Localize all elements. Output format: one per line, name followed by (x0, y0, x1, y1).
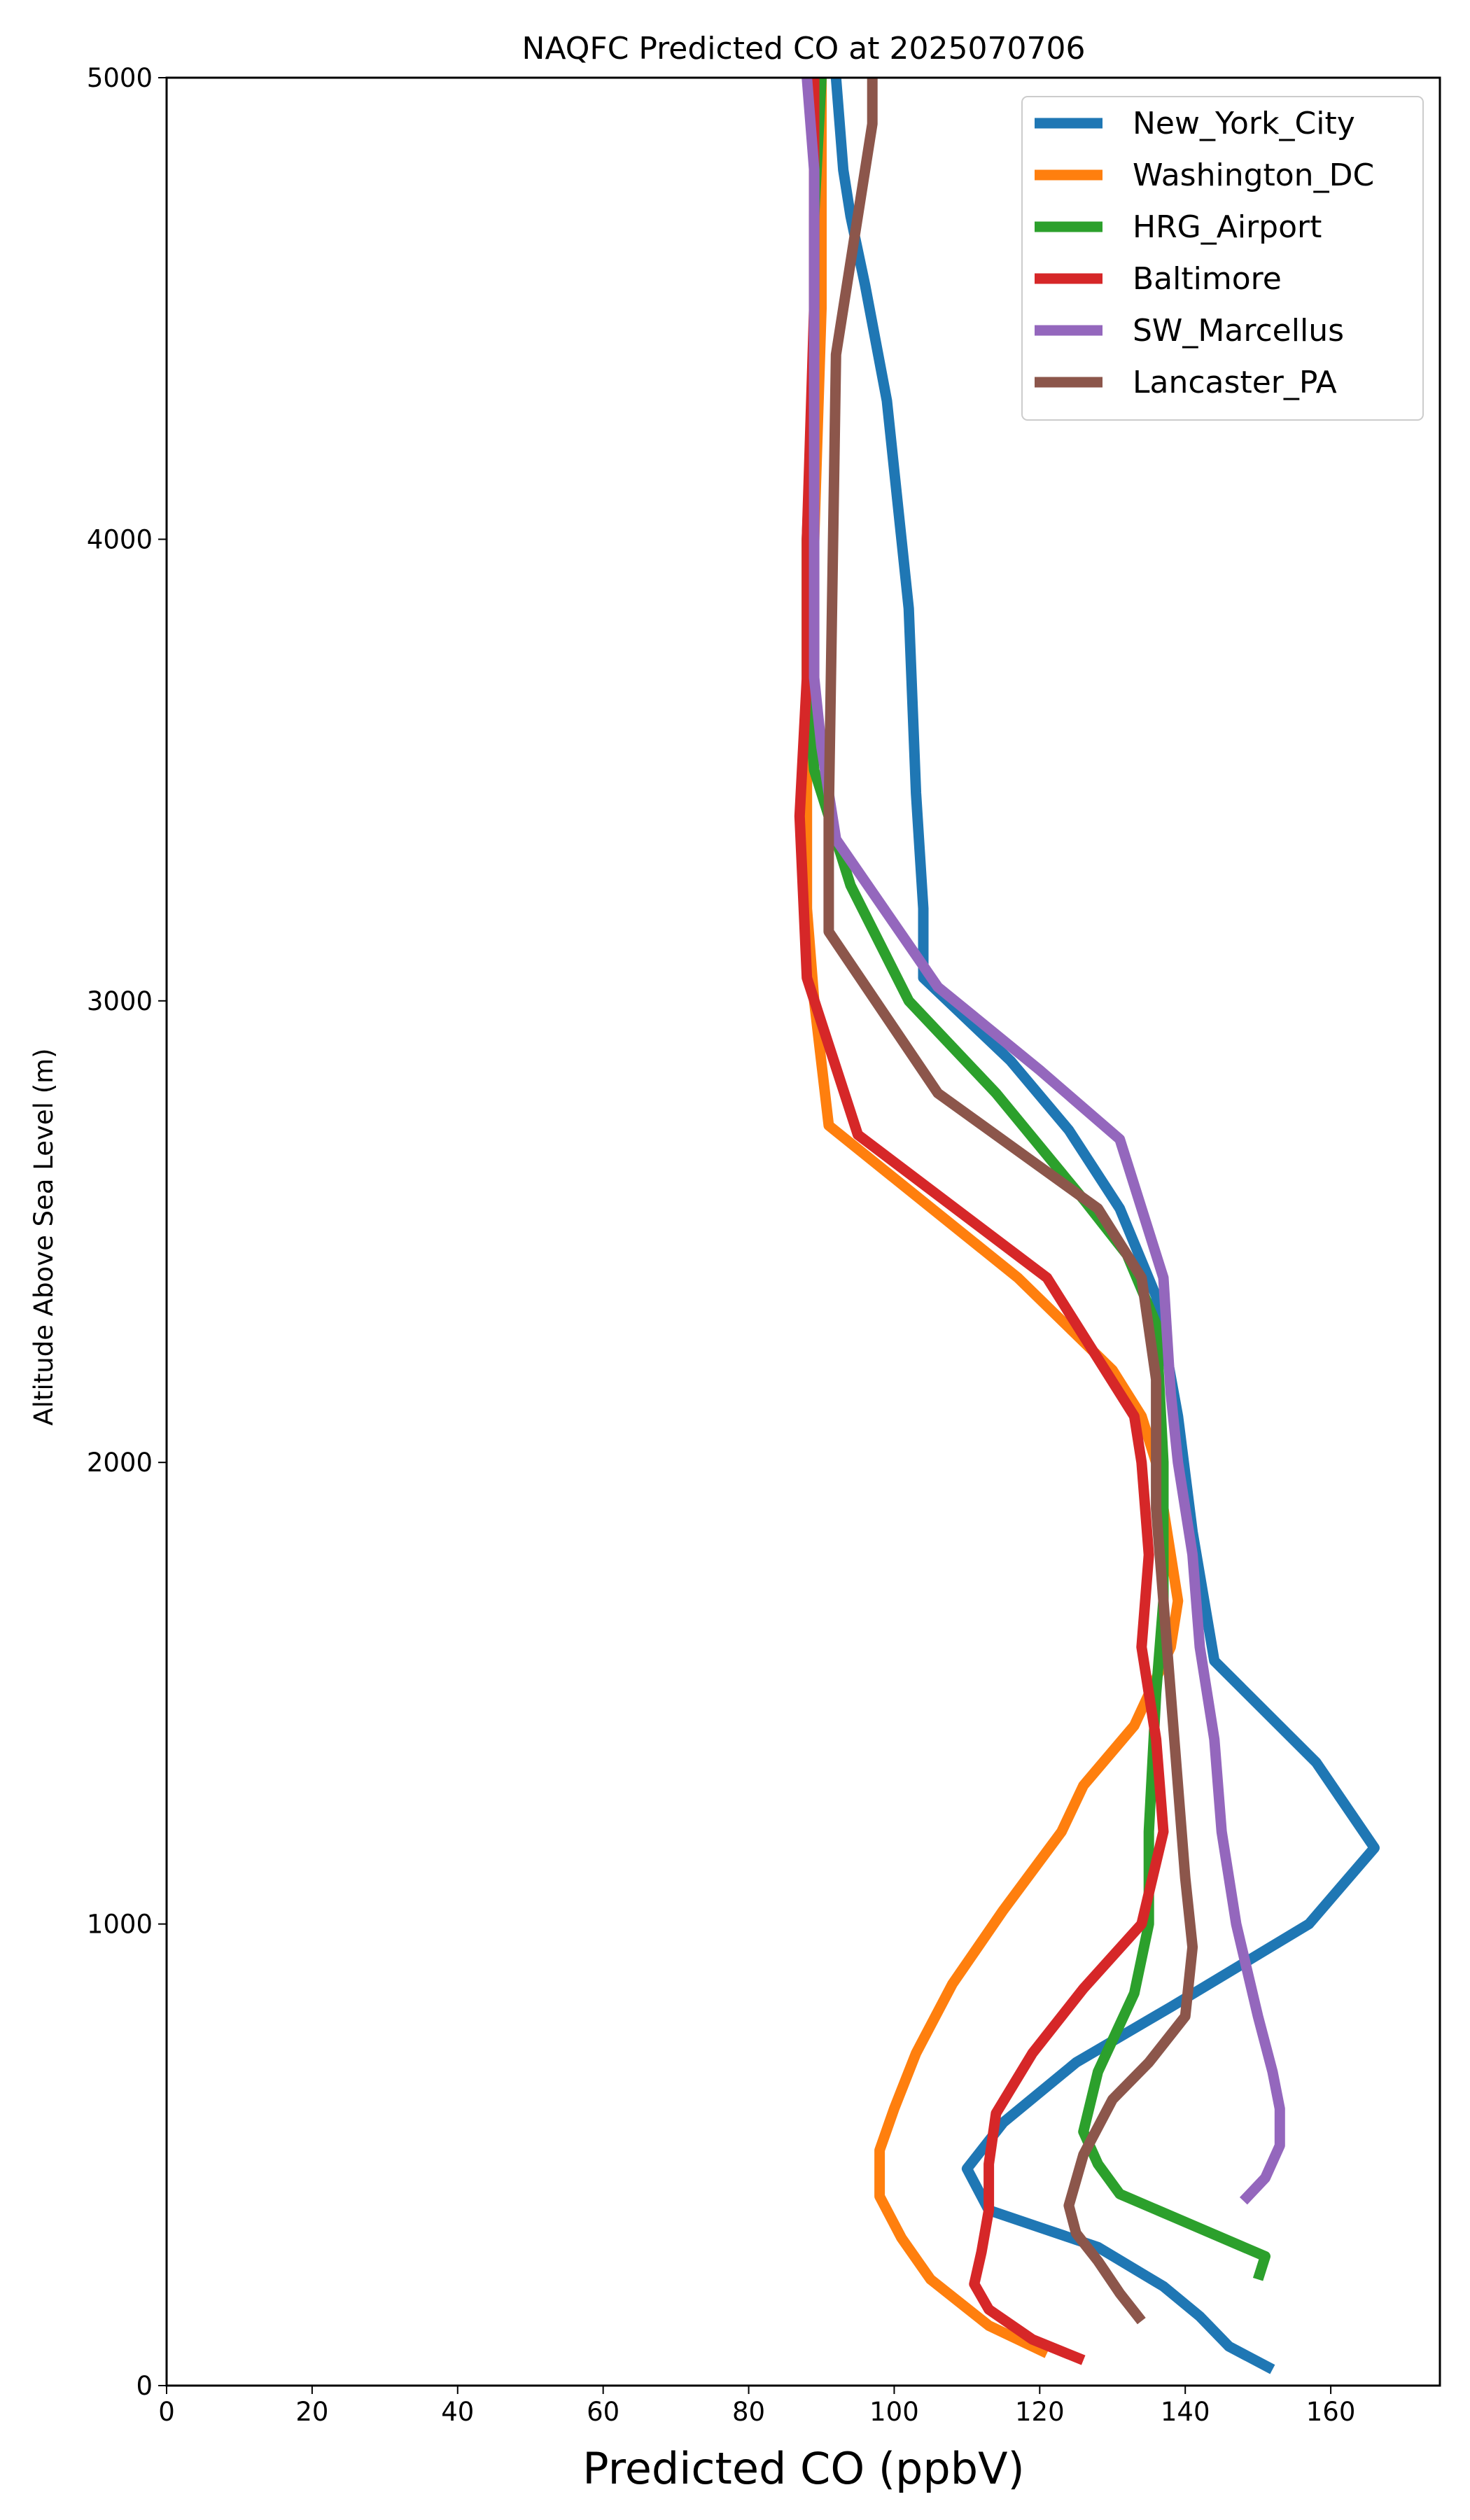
x-axis-title: Predicted CO (ppbV) (582, 2443, 1024, 2494)
series-line-new-york-city (830, 77, 1380, 2374)
y-tick-label: 4000 (87, 524, 153, 554)
legend-label: Washington_DC (1133, 158, 1374, 193)
x-tick-label: 60 (587, 2397, 620, 2427)
x-axis-ticks: 0 20 40 60 80 100 120 140 160 (158, 2386, 1355, 2427)
legend-label: SW_Marcellus (1133, 313, 1344, 349)
chart-title: NAQFC Predicted CO at 2025070706 (522, 31, 1086, 66)
legend-label: Baltimore (1133, 261, 1282, 297)
legend: New_York_City Washington_DC HRG_Airport Bal… (1021, 96, 1424, 421)
series-line-lancaster-pa (823, 78, 1198, 2325)
series-line-sw-marcellus (802, 77, 1285, 2205)
y-tick-label: 0 (136, 2371, 153, 2401)
x-tick-label: 120 (1015, 2397, 1065, 2427)
legend-label: Lancaster_PA (1133, 365, 1337, 400)
series-line-baltimore (794, 78, 1169, 2365)
y-tick-label: 3000 (87, 986, 153, 1016)
legend-label: HRG_Airport (1133, 209, 1322, 245)
x-tick-label: 160 (1306, 2397, 1356, 2427)
x-tick-label: 0 (158, 2397, 175, 2427)
x-tick-label: 80 (732, 2397, 765, 2427)
y-axis-ticks: 0 1000 2000 3000 4000 5000 (87, 63, 167, 2401)
x-tick-label: 40 (441, 2397, 474, 2427)
plot-area-frame (165, 76, 1441, 2387)
x-tick-label: 20 (295, 2397, 328, 2427)
x-tick-label: 100 (869, 2397, 919, 2427)
legend-box (1021, 96, 1424, 421)
y-tick-label: 5000 (87, 63, 153, 93)
x-tick-label: 140 (1161, 2397, 1210, 2427)
legend-label: New_York_City (1133, 106, 1355, 141)
series-lines (794, 77, 1380, 2374)
y-tick-label: 2000 (87, 1448, 153, 1478)
y-tick-label: 1000 (87, 1910, 153, 1940)
y-axis-title: Altitude Above Sea Level (m) (29, 1048, 59, 1425)
